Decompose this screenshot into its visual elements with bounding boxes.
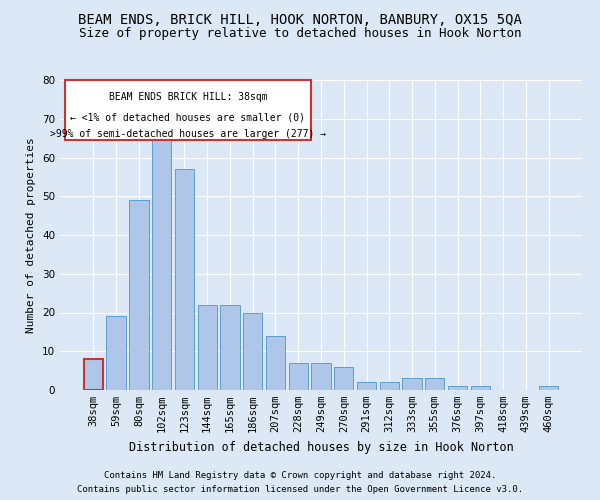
X-axis label: Distribution of detached houses by size in Hook Norton: Distribution of detached houses by size … bbox=[128, 440, 514, 454]
Text: Size of property relative to detached houses in Hook Norton: Size of property relative to detached ho… bbox=[79, 28, 521, 40]
Bar bbox=[334, 367, 353, 390]
Y-axis label: Number of detached properties: Number of detached properties bbox=[26, 137, 37, 333]
Bar bbox=[266, 336, 285, 390]
Bar bbox=[152, 138, 172, 390]
Bar bbox=[106, 316, 126, 390]
Bar bbox=[403, 378, 422, 390]
Bar bbox=[175, 169, 194, 390]
Bar bbox=[311, 363, 331, 390]
Text: Contains public sector information licensed under the Open Government Licence v3: Contains public sector information licen… bbox=[77, 484, 523, 494]
Bar bbox=[539, 386, 558, 390]
Text: ← <1% of detached houses are smaller (0): ← <1% of detached houses are smaller (0) bbox=[70, 112, 305, 122]
Bar bbox=[220, 304, 239, 390]
Bar bbox=[197, 304, 217, 390]
Text: >99% of semi-detached houses are larger (277) →: >99% of semi-detached houses are larger … bbox=[50, 130, 326, 140]
Bar bbox=[470, 386, 490, 390]
Bar bbox=[243, 312, 262, 390]
FancyBboxPatch shape bbox=[65, 80, 311, 140]
Text: Contains HM Land Registry data © Crown copyright and database right 2024.: Contains HM Land Registry data © Crown c… bbox=[104, 472, 496, 480]
Bar bbox=[84, 359, 103, 390]
Bar bbox=[448, 386, 467, 390]
Bar bbox=[289, 363, 308, 390]
Text: BEAM ENDS BRICK HILL: 38sqm: BEAM ENDS BRICK HILL: 38sqm bbox=[109, 92, 267, 102]
Bar bbox=[129, 200, 149, 390]
Bar bbox=[357, 382, 376, 390]
Bar bbox=[380, 382, 399, 390]
Bar bbox=[425, 378, 445, 390]
Text: BEAM ENDS, BRICK HILL, HOOK NORTON, BANBURY, OX15 5QA: BEAM ENDS, BRICK HILL, HOOK NORTON, BANB… bbox=[78, 12, 522, 26]
